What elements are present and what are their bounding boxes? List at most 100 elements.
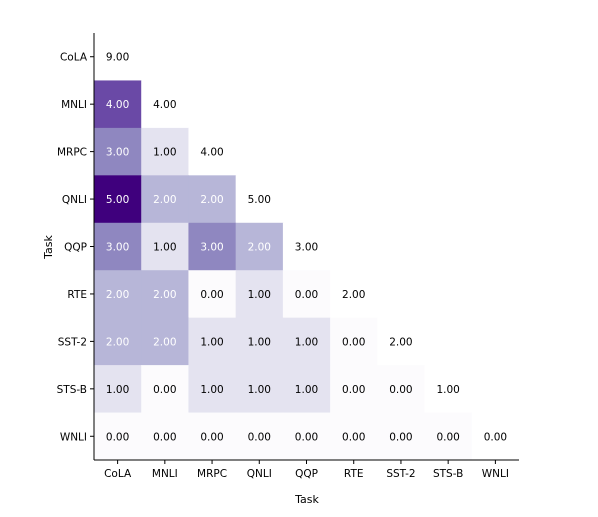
heatmap-cell-wnli-wnli [471, 412, 520, 461]
heatmap-cell-sts-b-mrpc [188, 365, 237, 414]
x-tick-label: QNLI [247, 468, 272, 480]
y-tick-label: STS-B [57, 384, 87, 396]
cell-value-label: 0.00 [389, 384, 412, 396]
cell-value-label: 0.00 [295, 289, 318, 301]
heatmap-cell-mrpc-cola [94, 127, 142, 176]
x-tick-label: MRPC [197, 468, 227, 480]
y-axis-title: Task [42, 235, 55, 260]
heatmap-cell-qqp-qqp [282, 222, 331, 271]
heatmap-cell-mrpc-mrpc [188, 127, 237, 176]
heatmap-cell-sts-b-qqp [282, 365, 331, 414]
x-tick-label: WNLI [482, 468, 509, 480]
heatmap-cell-wnli-mrpc [188, 412, 237, 461]
axes-layer: CoLA CoLA MNLI MNLI MRPC MRPC QNLI QNLI QQP QQP RT… [57, 33, 519, 480]
heatmap-cell-sst-2-sst-2 [377, 317, 426, 366]
heatmap-cell-rte-cola [94, 270, 142, 319]
x-tick-label: CoLA [104, 468, 132, 480]
heatmap-cell-sts-b-sts-b [424, 365, 473, 414]
heatmap-cell-qqp-mrpc [188, 222, 237, 271]
cell-value-label: 2.00 [200, 194, 223, 206]
cell-value-label: 0.00 [200, 431, 223, 443]
cell-value-label: 9.00 [106, 52, 129, 64]
cell-value-label: 1.00 [106, 384, 129, 396]
cell-value-label: 0.00 [153, 384, 176, 396]
heatmap-cell-rte-qqp [282, 270, 331, 319]
heatmap-cell-wnli-sst-2 [377, 412, 426, 461]
cell-value-label: 4.00 [153, 99, 176, 111]
heatmap-cell-qnli-mnli [141, 175, 189, 224]
cell-value-label: 3.00 [295, 242, 318, 254]
x-tick-label: QQP [295, 468, 318, 480]
heatmap-cell-wnli-rte [330, 412, 378, 461]
heatmap-cell-sts-b-sst-2 [377, 365, 426, 414]
heatmap-cell-sts-b-rte [330, 365, 378, 414]
cell-value-label: 0.00 [342, 384, 365, 396]
y-tick-label: WNLI [60, 431, 87, 443]
cell-value-label: 5.00 [106, 194, 129, 206]
cells-layer [94, 33, 520, 461]
cell-value-label: 1.00 [153, 147, 176, 159]
heatmap-cell-wnli-cola [94, 412, 142, 461]
heatmap-cell-rte-mnli [141, 270, 189, 319]
cell-value-label: 1.00 [248, 384, 271, 396]
heatmap-cell-qnli-cola [94, 175, 142, 224]
cell-value-label: 2.00 [153, 289, 176, 301]
cell-value-label: 1.00 [295, 336, 318, 348]
y-tick-label: RTE [67, 289, 87, 301]
heatmap-cell-rte-mrpc [188, 270, 237, 319]
y-tick-label: MRPC [57, 147, 87, 159]
cell-value-label: 1.00 [153, 242, 176, 254]
heatmap-cell-qqp-qnli [235, 222, 284, 271]
heatmap-cell-sst-2-rte [330, 317, 378, 366]
x-tick-label: STS-B [433, 468, 463, 480]
heatmap-cell-wnli-mnli [141, 412, 189, 461]
heatmap-cell-rte-qnli [235, 270, 284, 319]
heatmap-cell-qnli-mrpc [188, 175, 237, 224]
heatmap-cell-sst-2-cola [94, 317, 142, 366]
cell-value-label: 1.00 [248, 336, 271, 348]
y-tick-label: SST-2 [58, 336, 87, 348]
cell-value-label: 0.00 [153, 431, 176, 443]
cell-value-label: 0.00 [295, 431, 318, 443]
cell-value-label: 1.00 [295, 384, 318, 396]
cell-labels-layer: 9.00 4.00 4.00 3.00 1.00 4.00 5.00 2.00 2.00 5.00… [106, 52, 507, 444]
cell-value-label: 2.00 [153, 194, 176, 206]
x-tick-label: MNLI [152, 468, 178, 480]
cell-value-label: 0.00 [248, 431, 271, 443]
heatmap-cell-qqp-cola [94, 222, 142, 271]
cell-value-label: 0.00 [200, 289, 223, 301]
cell-value-label: 0.00 [342, 336, 365, 348]
y-tick-label: QQP [64, 242, 87, 254]
heatmap-cell-wnli-qqp [282, 412, 331, 461]
cell-value-label: 1.00 [436, 384, 459, 396]
cell-value-label: 1.00 [248, 289, 271, 301]
heatmap-cell-sst-2-qnli [235, 317, 284, 366]
cell-value-label: 0.00 [436, 431, 459, 443]
heatmap-cell-qqp-mnli [141, 222, 189, 271]
heatmap-cell-wnli-sts-b [424, 412, 473, 461]
cell-value-label: 2.00 [153, 336, 176, 348]
heatmap-cell-mnli-mnli [141, 80, 189, 129]
cell-value-label: 1.00 [200, 336, 223, 348]
x-tick-label: RTE [344, 468, 364, 480]
cell-value-label: 0.00 [484, 431, 507, 443]
cell-value-label: 3.00 [200, 242, 223, 254]
cell-value-label: 5.00 [248, 194, 271, 206]
cell-value-label: 2.00 [389, 336, 412, 348]
heatmap-cell-sst-2-mnli [141, 317, 189, 366]
cell-value-label: 1.00 [200, 384, 223, 396]
cell-value-label: 0.00 [106, 431, 129, 443]
heatmap-cell-sst-2-qqp [282, 317, 331, 366]
cell-value-label: 4.00 [106, 99, 129, 111]
y-tick-label: QNLI [62, 194, 87, 206]
cell-value-label: 2.00 [106, 336, 129, 348]
cell-value-label: 3.00 [106, 242, 129, 254]
cell-value-label: 4.00 [200, 147, 223, 159]
heatmap-cell-wnli-qnli [235, 412, 284, 461]
cell-value-label: 2.00 [106, 289, 129, 301]
cell-value-label: 0.00 [342, 431, 365, 443]
heatmap-cell-qnli-qnli [235, 175, 284, 224]
heatmap-cell-sst-2-mrpc [188, 317, 237, 366]
